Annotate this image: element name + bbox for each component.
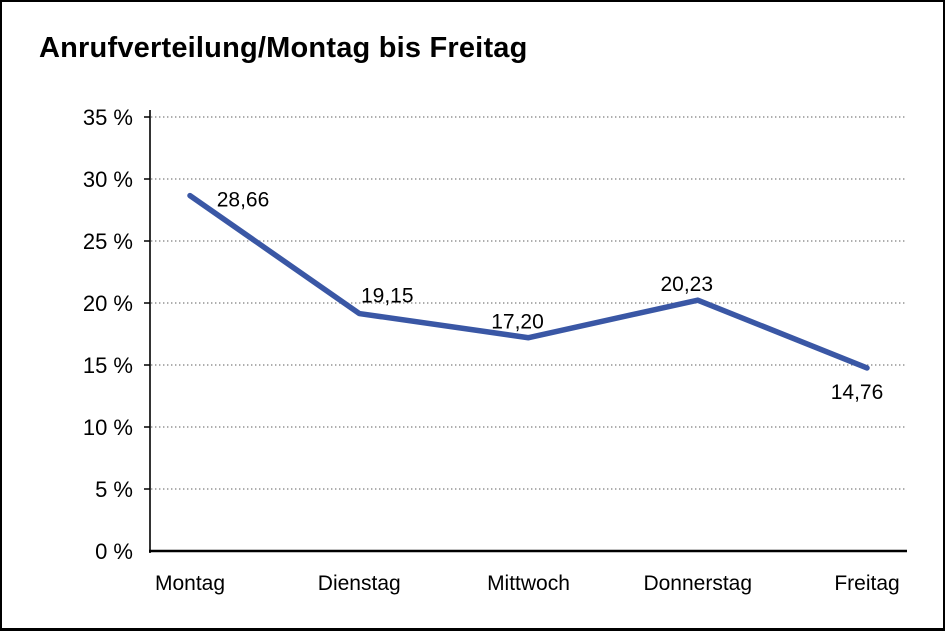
y-axis-label: 35 % — [83, 105, 133, 130]
y-axis-label: 25 % — [83, 229, 133, 254]
x-axis-label: Dienstag — [318, 572, 401, 595]
y-axis-label: 10 % — [83, 415, 133, 440]
data-point-label: 19,15 — [361, 285, 414, 308]
x-axis-label: Montag — [155, 572, 225, 595]
y-axis-label: 5 % — [95, 477, 133, 502]
x-axis-label: Donnerstag — [643, 572, 752, 595]
data-point-label: 20,23 — [660, 273, 713, 296]
chart-title: Anrufverteilung/Montag bis Freitag — [39, 32, 528, 64]
y-axis-label: 0 % — [95, 539, 133, 564]
data-point-label: 14,76 — [831, 381, 884, 404]
y-axis-label: 20 % — [83, 291, 133, 316]
x-axis-label: Freitag — [834, 572, 899, 595]
y-axis-label: 15 % — [83, 353, 133, 378]
data-series-line — [187, 192, 870, 371]
x-axis-label: Mittwoch — [487, 572, 570, 595]
data-point-label: 17,20 — [491, 311, 544, 334]
data-point-label: 28,66 — [217, 189, 270, 212]
y-axis-label: 30 % — [83, 167, 133, 192]
